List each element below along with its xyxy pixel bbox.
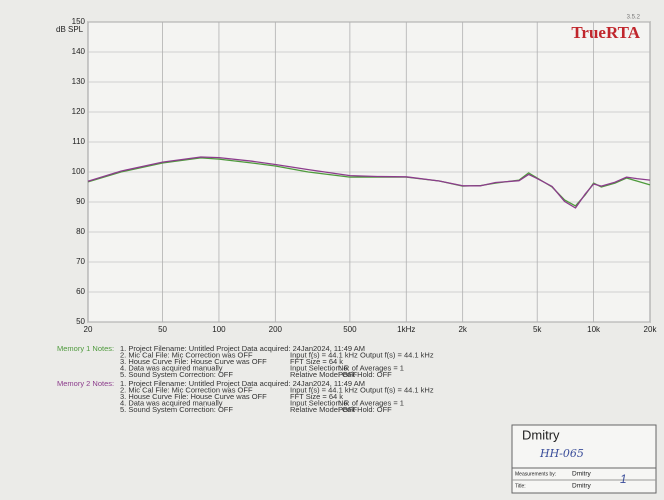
signature-frame bbox=[511, 424, 657, 494]
note-text: Peak Hold: OFF bbox=[338, 405, 392, 414]
note-text: Relative Mode: OFF bbox=[290, 405, 358, 414]
note-text: Output f(s) = 44.1 kHz bbox=[360, 385, 434, 394]
x-tick-label: 50 bbox=[158, 325, 167, 334]
notes-title: Memory 1 Notes: bbox=[57, 344, 114, 353]
note-text: No. of Averages = 1 bbox=[338, 398, 404, 407]
note-text: 4. Data was acquired manually bbox=[120, 398, 223, 407]
note-text: 4. Data was acquired manually bbox=[120, 363, 223, 372]
note-text: 1. Project Filename: Untitled Project Da… bbox=[120, 344, 365, 353]
y-tick-label: 50 bbox=[76, 317, 85, 326]
y-tick-label: 120 bbox=[72, 107, 86, 116]
y-tick-label: 130 bbox=[72, 77, 86, 86]
notes-title: Memory 2 Notes: bbox=[57, 379, 114, 388]
y-tick-label: 100 bbox=[72, 167, 86, 176]
version: 3.5.2 bbox=[627, 15, 641, 21]
note-text: FFT Size = 64 k bbox=[290, 357, 343, 366]
note-text: 5. Sound System Correction: OFF bbox=[120, 405, 233, 414]
y-tick-label: 110 bbox=[72, 137, 85, 146]
x-tick-label: 20k bbox=[644, 325, 658, 334]
y-axis-label: dB SPL bbox=[56, 25, 84, 34]
note-text: Input f(s) = 44.1 kHz bbox=[290, 350, 358, 359]
note-text: No. of Averages = 1 bbox=[338, 363, 404, 372]
note-text: 2. Mic Cal File: Mic Correction was OFF bbox=[120, 385, 253, 394]
x-tick-label: 100 bbox=[212, 325, 226, 334]
x-tick-label: 2k bbox=[458, 325, 467, 334]
series-line bbox=[87, 156, 651, 209]
y-tick-label: 90 bbox=[76, 197, 85, 206]
x-tick-label: 1kHz bbox=[397, 325, 415, 334]
x-tick-label: 10k bbox=[587, 325, 601, 334]
x-tick-label: 20 bbox=[84, 325, 93, 334]
measured-by: Dmitry bbox=[572, 471, 592, 478]
note-text: Output f(s) = 44.1 kHz bbox=[360, 350, 434, 359]
note-text: 5. Sound System Correction: OFF bbox=[120, 370, 233, 379]
note-text: 2. Mic Cal File: Mic Correction was OFF bbox=[120, 350, 253, 359]
note-text: 1. Project Filename: Untitled Project Da… bbox=[120, 379, 365, 388]
signature-box: Dmitry HH-065 Measurements by: Dmitry Ti… bbox=[511, 424, 657, 494]
note-text: Input Selection: R bbox=[290, 398, 350, 407]
chart-title: TrueRTA bbox=[571, 23, 640, 42]
y-tick-label: 80 bbox=[76, 227, 85, 236]
note-text: Input Selection: R bbox=[290, 363, 350, 372]
y-tick-label: 140 bbox=[72, 47, 86, 56]
y-tick-label: 70 bbox=[76, 257, 85, 266]
title-label: Title: bbox=[515, 483, 526, 489]
handwritten-id: HH-065 bbox=[539, 447, 584, 460]
x-tick-label: 200 bbox=[269, 325, 283, 334]
y-tick-label: 150 bbox=[72, 17, 86, 26]
note-text: Input f(s) = 44.1 kHz bbox=[290, 385, 358, 394]
note-text: FFT Size = 64 k bbox=[290, 392, 343, 401]
x-tick-label: 500 bbox=[343, 325, 357, 334]
note-text: Peak Hold: OFF bbox=[338, 370, 392, 379]
note-text: Relative Mode: OFF bbox=[290, 370, 358, 379]
note-text: 3. House Curve File: House Curve was OFF bbox=[120, 357, 267, 366]
signature-name: Dmitry bbox=[522, 427, 560, 442]
note-text: 3. House Curve File: House Curve was OFF bbox=[120, 392, 267, 401]
title-value: Dmitry bbox=[572, 483, 592, 490]
y-tick-label: 60 bbox=[76, 287, 85, 296]
measured-label: Measurements by: bbox=[515, 471, 556, 477]
x-tick-label: 5k bbox=[533, 325, 542, 334]
handwritten-mark: 1 bbox=[620, 472, 627, 486]
